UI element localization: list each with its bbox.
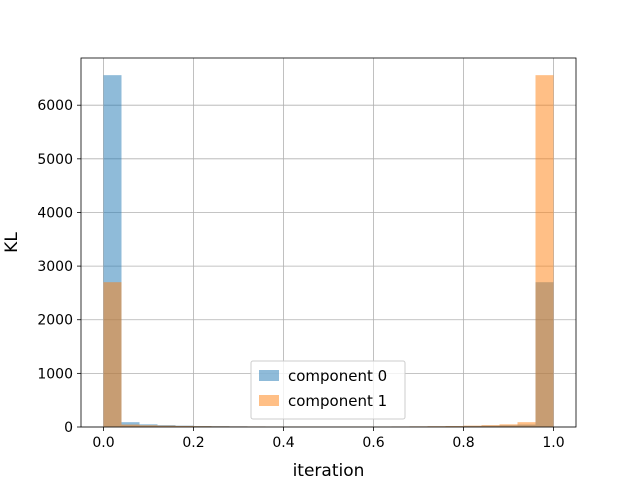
x-tick-label: 0.0	[92, 435, 114, 451]
axis-ticks: 0.0 0.2 0.4 0.6 0.8 1.0 0 1000 2000 3000 4000 5000 6…	[37, 98, 564, 451]
legend-frame	[250, 360, 406, 420]
y-axis-label: KL	[2, 232, 22, 253]
histogram-bars	[103, 75, 554, 428]
y-tick-label: 6000	[37, 98, 73, 114]
plot-area-frame	[80, 57, 577, 428]
x-tick-label: 0.8	[452, 435, 474, 451]
y-tick-label: 2000	[37, 313, 73, 329]
histogram-bar-series-1	[517, 422, 536, 427]
x-tick-label: 0.2	[182, 435, 204, 451]
x-tick-label: 1.0	[542, 435, 564, 451]
histogram-bar-series-1	[427, 426, 446, 427]
histogram-bar-series-1	[103, 282, 122, 427]
histogram-bar-series-1	[499, 424, 518, 427]
histogram-bar-series-1	[445, 426, 464, 427]
histogram-bar-series-1	[139, 425, 158, 427]
x-tick-label: 0.6	[362, 435, 384, 451]
histogram-bar-series-1	[193, 426, 212, 427]
legend: component 0 component 1	[250, 360, 406, 420]
histogram-bar-series-1	[463, 425, 482, 427]
histogram-bar-series-1	[121, 424, 140, 427]
legend-entry: component 1	[288, 392, 387, 410]
legend-swatch	[259, 395, 279, 406]
legend-swatch	[259, 370, 279, 381]
y-tick-label: 0	[64, 420, 73, 436]
histogram-bar-series-1	[535, 75, 554, 428]
histogram-bar-series-1	[157, 425, 176, 427]
y-tick-label: 4000	[37, 205, 73, 221]
histogram-bar-series-1	[481, 425, 500, 427]
y-tick-label: 5000	[37, 152, 73, 168]
x-axis-label: iteration	[293, 461, 365, 480]
y-tick-label: 3000	[37, 259, 73, 275]
x-tick-label: 0.4	[272, 435, 294, 451]
y-tick-label: 1000	[37, 366, 73, 382]
legend-entry: component 0	[288, 367, 387, 385]
histogram-bar-series-1	[175, 425, 194, 427]
